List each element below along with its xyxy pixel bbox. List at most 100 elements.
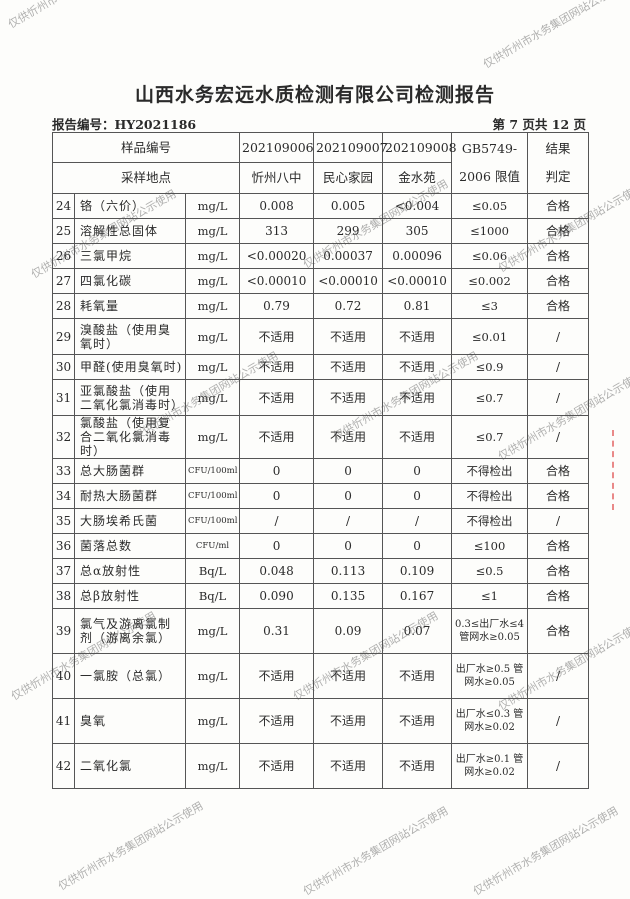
item-unit: mg/L (184, 268, 241, 294)
value-cell: 不适用 (239, 415, 315, 459)
item-name: 溶解性总固体 (74, 218, 186, 244)
item-unit: mg/L (184, 415, 241, 459)
result-cell: 合格 (527, 458, 590, 484)
result-header-line2: 判定 (545, 169, 571, 184)
limit-header-line2: 2006 限值 (459, 169, 520, 184)
limit-cell: ≤0.7 (451, 415, 529, 459)
limit-cell: ≤1 (451, 583, 529, 609)
table-row: 29 溴酸盐（使用臭氧时） mg/L 不适用 不适用 不适用 ≤0.01/ (52, 318, 590, 355)
value-cell: 不适用 (313, 379, 384, 416)
item-name: 大肠埃希氏菌 (74, 508, 186, 534)
item-number: 31 (52, 379, 75, 416)
table-row: 39 氯气及游离氯制剂（游离余氯） mg/L 0.31 0.09 0.07 0.3≤出厂水≤… (52, 608, 590, 654)
table-row: 34 耐热大肠菌群 CFU/100ml 0 0 0 不得检出 合格 (52, 483, 590, 509)
item-unit: mg/L (184, 193, 241, 219)
value-cell: 不适用 (313, 698, 384, 744)
item-unit: CFU/100ml (184, 508, 241, 534)
item-unit: CFU/100ml (184, 458, 241, 484)
result-header-line1: 结果 (545, 141, 571, 156)
value-cell: <0.00010 (239, 268, 315, 294)
value-cell: 不适用 (382, 653, 453, 699)
item-unit: mg/L (184, 354, 241, 380)
value-cell: 0.005 (313, 193, 384, 219)
limit-cell: 不得检出 (451, 483, 529, 509)
sample-id: 202109008 (382, 132, 457, 163)
value-cell: 0.07 (382, 608, 453, 654)
report-number: 报告编号：HY2021186 (52, 117, 197, 132)
item-unit: mg/L (184, 318, 241, 355)
value-cell: 不适用 (239, 318, 315, 355)
item-unit: mg/L (184, 743, 241, 789)
table-row: 37 总α放射性 Bq/L 0.048 0.113 0.109 ≤0.5 合格 (52, 558, 590, 584)
result-cell: 合格 (527, 193, 590, 219)
item-name: 亚氯酸盐（使用二氧化氯消毒时） (74, 379, 186, 416)
item-name: 总β放射性 (74, 583, 186, 609)
limit-cell: ≤0.01 (451, 318, 529, 355)
item-unit: CFU/ml (184, 533, 241, 559)
result-cell: 合格 (527, 533, 590, 559)
value-cell: <0.004 (382, 193, 453, 219)
table-row: 28 耗氧量 mg/L 0.79 0.72 0.81 ≤3 合格 (52, 293, 590, 319)
value-cell: 不适用 (313, 743, 384, 789)
item-name: 菌落总数 (74, 533, 186, 559)
header-row-location: 采样地点 忻州八中 民心家园 金水苑 (51, 162, 589, 194)
report-title: 山西水务宏远水质检测有限公司检测报告 (134, 84, 495, 106)
value-cell: 313 (239, 218, 315, 244)
value-cell: 0.72 (313, 293, 384, 319)
item-number: 40 (52, 653, 75, 699)
value-cell: 不适用 (382, 379, 453, 416)
result-cell: / (527, 318, 590, 355)
value-cell: 不适用 (239, 379, 315, 416)
value-cell: 0 (382, 533, 453, 559)
limit-cell: 出厂水≥0.5 管网水≥0.05 (451, 653, 529, 699)
table-row: 32 氯酸盐（使用复合二氧化氯消毒时） mg/L 不适用 不适用 不适用 ≤0.7/ (52, 415, 590, 459)
red-stamp-fragment (612, 430, 622, 510)
item-number: 34 (52, 483, 75, 509)
item-name: 一氯胺（总氯） (74, 653, 186, 699)
sample-id-label: 样品编号 (51, 132, 241, 163)
sample-location: 忻州八中 (239, 162, 315, 194)
item-name: 总大肠菌群 (74, 458, 186, 484)
item-number: 24 (52, 193, 75, 219)
value-cell: 不适用 (313, 415, 384, 459)
item-unit: Bq/L (184, 583, 241, 609)
item-name: 三氯甲烷 (74, 243, 186, 269)
value-cell: 不适用 (382, 698, 453, 744)
limit-cell: ≤0.06 (451, 243, 529, 269)
sample-id: 202109007 (313, 132, 388, 163)
result-cell: / (527, 698, 590, 744)
item-number: 42 (52, 743, 75, 789)
value-cell: 0.090 (239, 583, 315, 609)
table-row: 42 二氧化氯 mg/L 不适用 不适用 不适用 出厂水≥0.1 管网水≥0.02/ (52, 743, 590, 789)
result-cell: 合格 (527, 558, 590, 584)
item-number: 37 (52, 558, 75, 584)
item-name: 氯气及游离氯制剂（游离余氯） (74, 608, 186, 654)
header-row-sample-id: 样品编号 202109006 202109007 202109008 GB574… (51, 132, 590, 194)
table-row: 26 三氯甲烷 mg/L <0.00020 0.00037 0.00096 ≤0.06 合格 (52, 243, 590, 269)
result-cell: / (527, 415, 590, 459)
limit-cell: ≤0.5 (451, 558, 529, 584)
value-cell: 不适用 (239, 698, 315, 744)
value-cell: / (313, 508, 384, 534)
limit-cell: ≤0.002 (451, 268, 529, 294)
value-cell: 0.79 (239, 293, 315, 319)
value-cell: 0.09 (313, 608, 384, 654)
table-row: 38 总β放射性 Bq/L 0.090 0.135 0.167 ≤1 合格 (52, 583, 590, 609)
result-cell: 合格 (527, 243, 590, 269)
item-name: 甲醛(使用臭氧时) (74, 354, 186, 380)
page-info: 第 7 页共 12 页 (492, 117, 587, 132)
result-cell: 合格 (527, 268, 590, 294)
table-row: 40 一氯胺（总氯） mg/L 不适用 不适用 不适用 出厂水≥0.5 管网水≥0.05/ (52, 653, 590, 699)
item-unit: mg/L (184, 653, 241, 699)
table-row: 33 总大肠菌群 CFU/100ml 0 0 0 不得检出 合格 (52, 458, 590, 484)
item-unit: mg/L (184, 293, 241, 319)
item-name: 总α放射性 (74, 558, 186, 584)
limit-cell: 不得检出 (451, 458, 529, 484)
watermark-text: 仅供忻州市水务集团网站公示使用 (56, 799, 206, 893)
table-row: 25 溶解性总固体 mg/L 313 299 305 ≤1000 合格 (52, 218, 590, 244)
value-cell: 0.31 (239, 608, 315, 654)
item-name: 二氧化氯 (74, 743, 186, 789)
value-cell: 0.008 (239, 193, 315, 219)
watermark-text: 仅供忻州市水务集团网站公示使用 (481, 0, 630, 71)
result-cell: / (527, 653, 590, 699)
